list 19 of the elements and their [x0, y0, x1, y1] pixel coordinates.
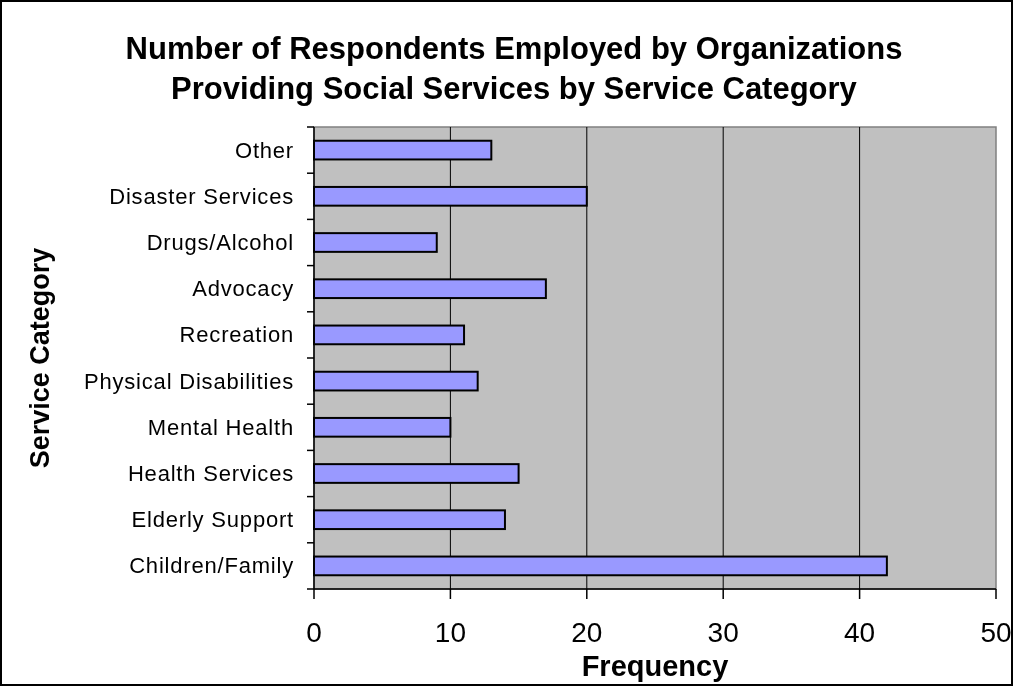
y-tick-label: Advocacy [192, 276, 294, 302]
y-tick-label: Disaster Services [109, 183, 294, 209]
x-tick-label: 30 [707, 616, 739, 648]
x-tick-label: 20 [571, 616, 603, 648]
x-tick-label: 40 [844, 616, 876, 648]
y-tick-label: Other [234, 137, 294, 163]
y-axis-title: Service Category [25, 247, 55, 469]
x-axis-title: Frequency [581, 650, 729, 682]
y-tick-label: Drugs/Alcohol [146, 230, 294, 255]
y-tick-label: Elderly Support [131, 507, 294, 533]
x-tick-label: 0 [306, 616, 322, 648]
y-tick-label: Health Services [127, 461, 294, 486]
y-tick-label: Physical Disabilities [84, 368, 294, 394]
y-tick-label: Recreation [179, 322, 294, 348]
x-tick-label: 50 [980, 616, 1012, 648]
x-tick-label: 10 [434, 616, 466, 648]
y-tick-label: Mental Health [147, 414, 294, 440]
y-tick-label: Children/Family [129, 553, 294, 579]
chart-title: Number of Respondents Employed by Organizations Providing Social Services by Service Category [125, 30, 903, 106]
